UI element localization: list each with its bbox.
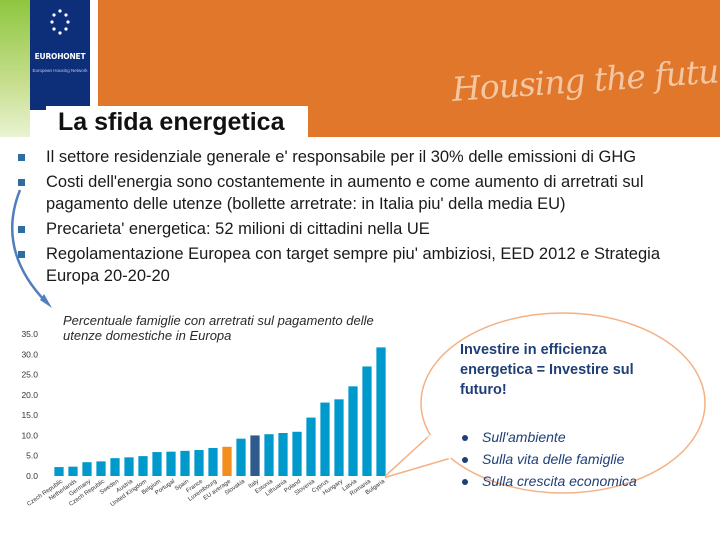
logo-name: EUROHONET [34,52,86,61]
bar-sweden [110,458,120,476]
bar-latvia [348,386,358,476]
y-tick-label: 5.0 [26,451,38,461]
bullet-item: Costi dell'energia sono costantemente in… [14,171,714,215]
bar-poland [292,431,302,476]
bar-hungary [334,399,344,476]
slide-title: La sfida energetica [58,108,285,136]
bar-slovakia [236,438,246,476]
bar-cyprus [320,402,330,476]
bullet-text: Precarieta' energetica: 52 milioni di ci… [46,220,430,238]
bar-czech-republic [54,467,64,476]
title-box [46,106,308,140]
bullet-square-icon [18,226,25,233]
bullet-dot-icon [462,457,468,464]
bullet-dot-icon [462,435,468,442]
y-tick-label: 0.0 [26,471,38,481]
bullet-text: Costi dell'energia sono costantemente in… [46,173,644,213]
bar-estonia [264,434,274,476]
curved-arrow-icon [10,189,52,308]
bar-romania [362,366,372,476]
bullet-square-icon [18,154,25,161]
chart-title: Percentuale famiglie con arretrati sul p… [63,313,374,343]
callout-bullet-text: Sull'ambiente [482,429,566,445]
bar-luxembourg [208,448,218,476]
bullet-item: Precarieta' energetica: 52 milioni di ci… [14,218,714,240]
bar-eu-average [222,446,232,476]
x-tick-label: Italy [248,479,260,490]
bullet-dot-icon [462,479,468,486]
bar-czech-republic [96,461,106,476]
bullet-square-icon [18,179,25,186]
y-tick-label: 15.0 [21,410,38,420]
bullet-list: Il settore residenziale generale e' resp… [14,146,714,290]
bullet-square-icon [18,251,25,258]
y-tick-label: 20.0 [21,390,38,400]
bar-italy [250,435,260,476]
y-tick-label: 25.0 [21,370,38,380]
callout-bullet-text: Sulla crescita economica [482,473,637,489]
callout-text: Investire in efficienza energetica = Inv… [460,342,634,398]
logo-subtitle: European Housing Network [32,68,88,73]
bar-austria [124,457,134,476]
y-tick-label: 10.0 [21,430,38,440]
logo [30,0,90,110]
green-accent-strip [0,0,30,137]
bar-united-kingdom [138,456,148,476]
bullet-item: Il settore residenziale generale e' resp… [14,146,714,168]
bar-slovenia [306,417,316,476]
bar-belgium [152,452,162,476]
bar-lithuania [278,432,288,476]
eu-stars-icon [50,9,70,35]
bar-portugal [166,451,176,476]
bar-spain [180,450,190,476]
callout-bullet: Sulla crescita economica [462,470,637,492]
bar-netherlands [68,466,78,476]
bullet-item: Regolamentazione Europea con target semp… [14,243,714,287]
bar-bulgaria [376,347,386,476]
header-banner: EUROHONET European Housing Network Housi… [0,0,720,137]
bar-germany [82,462,92,476]
callout-bullet: Sull'ambiente [462,426,637,448]
callout-bullet-text: Sulla vita delle famiglie [482,451,625,467]
bullet-text: Regolamentazione Europea con target semp… [46,245,661,285]
callout-bullet: Sulla vita delle famiglie [462,448,637,470]
bullet-text: Il settore residenziale generale e' resp… [46,148,637,166]
y-tick-label: 30.0 [21,349,38,359]
bar-france [194,450,204,476]
callout-bullet-list: Sull'ambiente Sulla vita delle famiglie … [462,426,637,492]
callout-bubble [385,312,706,494]
y-tick-label: 35.0 [21,329,38,339]
